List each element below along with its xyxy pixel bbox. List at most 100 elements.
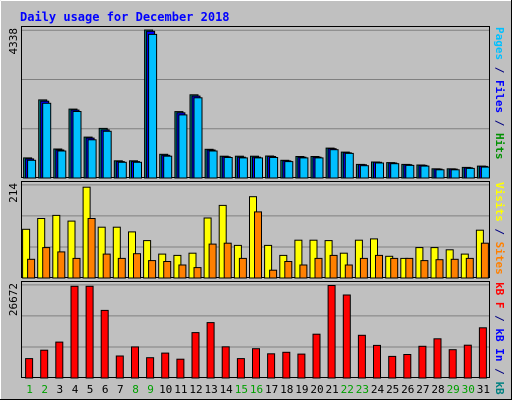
ymax-label: 26672 — [7, 283, 20, 316]
x-tick-label: 6 — [102, 383, 109, 396]
bar-pages-day-22 — [344, 152, 354, 179]
bar-visits-day-7 — [112, 226, 121, 279]
bar-sites-day-13 — [208, 243, 217, 279]
bar-kb-f-day-7 — [115, 355, 124, 379]
bar-pages-day-24 — [375, 162, 384, 179]
chart-title: Daily usage for December 2018 — [20, 10, 230, 24]
bar-pages-day-5 — [87, 139, 97, 179]
x-tick-label: 20 — [310, 383, 323, 396]
bar-pages-day-10 — [163, 155, 173, 179]
bar-pages-day-27 — [420, 165, 430, 179]
bar-pages-day-7 — [117, 161, 127, 179]
bar-kb-f-day-6 — [100, 309, 109, 379]
bar-visits-day-17 — [264, 244, 273, 279]
bar-kb-f-day-10 — [161, 352, 170, 379]
legend-entry: kB F — [493, 282, 506, 309]
bar-sites-day-8 — [133, 253, 141, 279]
bar-pages-day-17 — [269, 157, 279, 179]
x-tick-label: 21 — [325, 383, 338, 396]
bar-sites-day-27 — [420, 260, 429, 279]
panel-kbytes: 26672 kB F / kB In / kB Out — [7, 281, 506, 405]
bar-pages-day-14 — [223, 157, 233, 179]
x-tick-label: 25 — [386, 383, 399, 396]
bar-visits-day-6 — [97, 226, 106, 279]
bar-pages-day-25 — [390, 163, 400, 179]
legend-entry: / — [493, 309, 506, 329]
bar-sites-day-5 — [87, 218, 96, 279]
bar-sites-day-10 — [163, 261, 172, 279]
bar-kb-f-day-31 — [478, 327, 487, 379]
bar-kb-f-day-8 — [131, 346, 139, 379]
bar-kb-f-day-25 — [388, 355, 397, 379]
bar-visits-day-14 — [218, 204, 227, 279]
bar-pages-day-28 — [435, 169, 445, 179]
legend-entry: Visits — [493, 182, 506, 222]
bar-pages-day-13 — [208, 150, 218, 179]
bar-sites-day-18 — [284, 261, 293, 279]
x-tick-label: 9 — [147, 383, 154, 396]
bar-pages-day-12 — [193, 97, 203, 179]
bar-visits-day-19 — [294, 239, 303, 279]
legend-entry: / — [493, 362, 506, 382]
bar-pages-day-23 — [359, 165, 369, 179]
legend-entry: Sites — [493, 242, 506, 275]
legend-kbytes: kB F / kB In / kB Out — [493, 282, 506, 400]
bar-kb-f-day-28 — [433, 338, 442, 379]
bar-pages-day-4 — [72, 111, 82, 179]
bar-pages-day-8 — [133, 161, 142, 179]
bar-kb-f-day-12 — [191, 332, 200, 379]
bar-kb-f-day-3 — [55, 341, 64, 379]
bar-sites-day-20 — [314, 257, 323, 279]
bar-sites-day-21 — [329, 254, 338, 279]
bar-sites-day-30 — [465, 257, 474, 279]
x-tick-label: 15 — [235, 383, 248, 396]
x-tick-label: 23 — [356, 383, 369, 396]
x-tick-label: 30 — [462, 383, 475, 396]
bar-kb-f-day-4 — [70, 285, 79, 379]
legend-entry: Hits — [493, 133, 506, 160]
bar-kb-f-day-9 — [146, 357, 155, 379]
x-tick-label: 10 — [159, 383, 172, 396]
bar-sites-day-29 — [450, 258, 459, 279]
bar-sites-day-2 — [42, 247, 51, 279]
bar-kb-f-day-15 — [236, 358, 245, 379]
bar-sites-day-12 — [193, 267, 202, 279]
bar-pages-day-3 — [57, 150, 67, 179]
bar-sites-day-24 — [375, 254, 383, 279]
x-tick-label: 12 — [189, 383, 202, 396]
legend-entry: / — [493, 60, 506, 80]
x-tick-label: 2 — [41, 383, 48, 396]
bar-kb-f-day-18 — [282, 351, 291, 379]
bar-visits-day-9 — [143, 240, 152, 279]
bar-kb-f-day-20 — [312, 333, 321, 379]
bar-kb-f-day-19 — [297, 353, 306, 379]
bar-kb-f-day-26 — [403, 354, 412, 379]
bar-visits-day-12 — [188, 252, 197, 279]
ymax-label: 214 — [7, 183, 20, 203]
x-tick-label: 4 — [72, 383, 79, 396]
x-tick-label: 1 — [26, 383, 33, 396]
bar-pages-day-15 — [238, 157, 248, 179]
x-tick-label: 14 — [220, 383, 234, 396]
bar-sites-day-9 — [148, 260, 157, 279]
bar-sites-day-14 — [223, 242, 232, 279]
bar-kb-f-day-17 — [267, 353, 276, 379]
x-tick-label: 3 — [56, 383, 63, 396]
legend-requests: Pages / Files / Hits — [493, 27, 506, 160]
legend-entry: kB In — [493, 328, 506, 361]
bar-sites-day-31 — [480, 242, 489, 279]
bar-pages-day-19 — [299, 157, 309, 179]
x-tick-label: 13 — [204, 383, 217, 396]
legend-entry: Pages — [493, 27, 506, 60]
bar-pages-day-6 — [102, 130, 112, 179]
bar-sites-day-23 — [359, 257, 368, 279]
bar-kb-f-day-11 — [176, 358, 185, 379]
bar-kb-f-day-23 — [357, 334, 366, 379]
bar-pages-day-20 — [314, 157, 324, 179]
bar-pages-day-31 — [480, 166, 490, 179]
x-tick-label: 19 — [295, 383, 308, 396]
bar-sites-day-15 — [238, 257, 247, 279]
x-tick-label: 24 — [371, 383, 385, 396]
bar-sites-day-16 — [254, 211, 262, 279]
